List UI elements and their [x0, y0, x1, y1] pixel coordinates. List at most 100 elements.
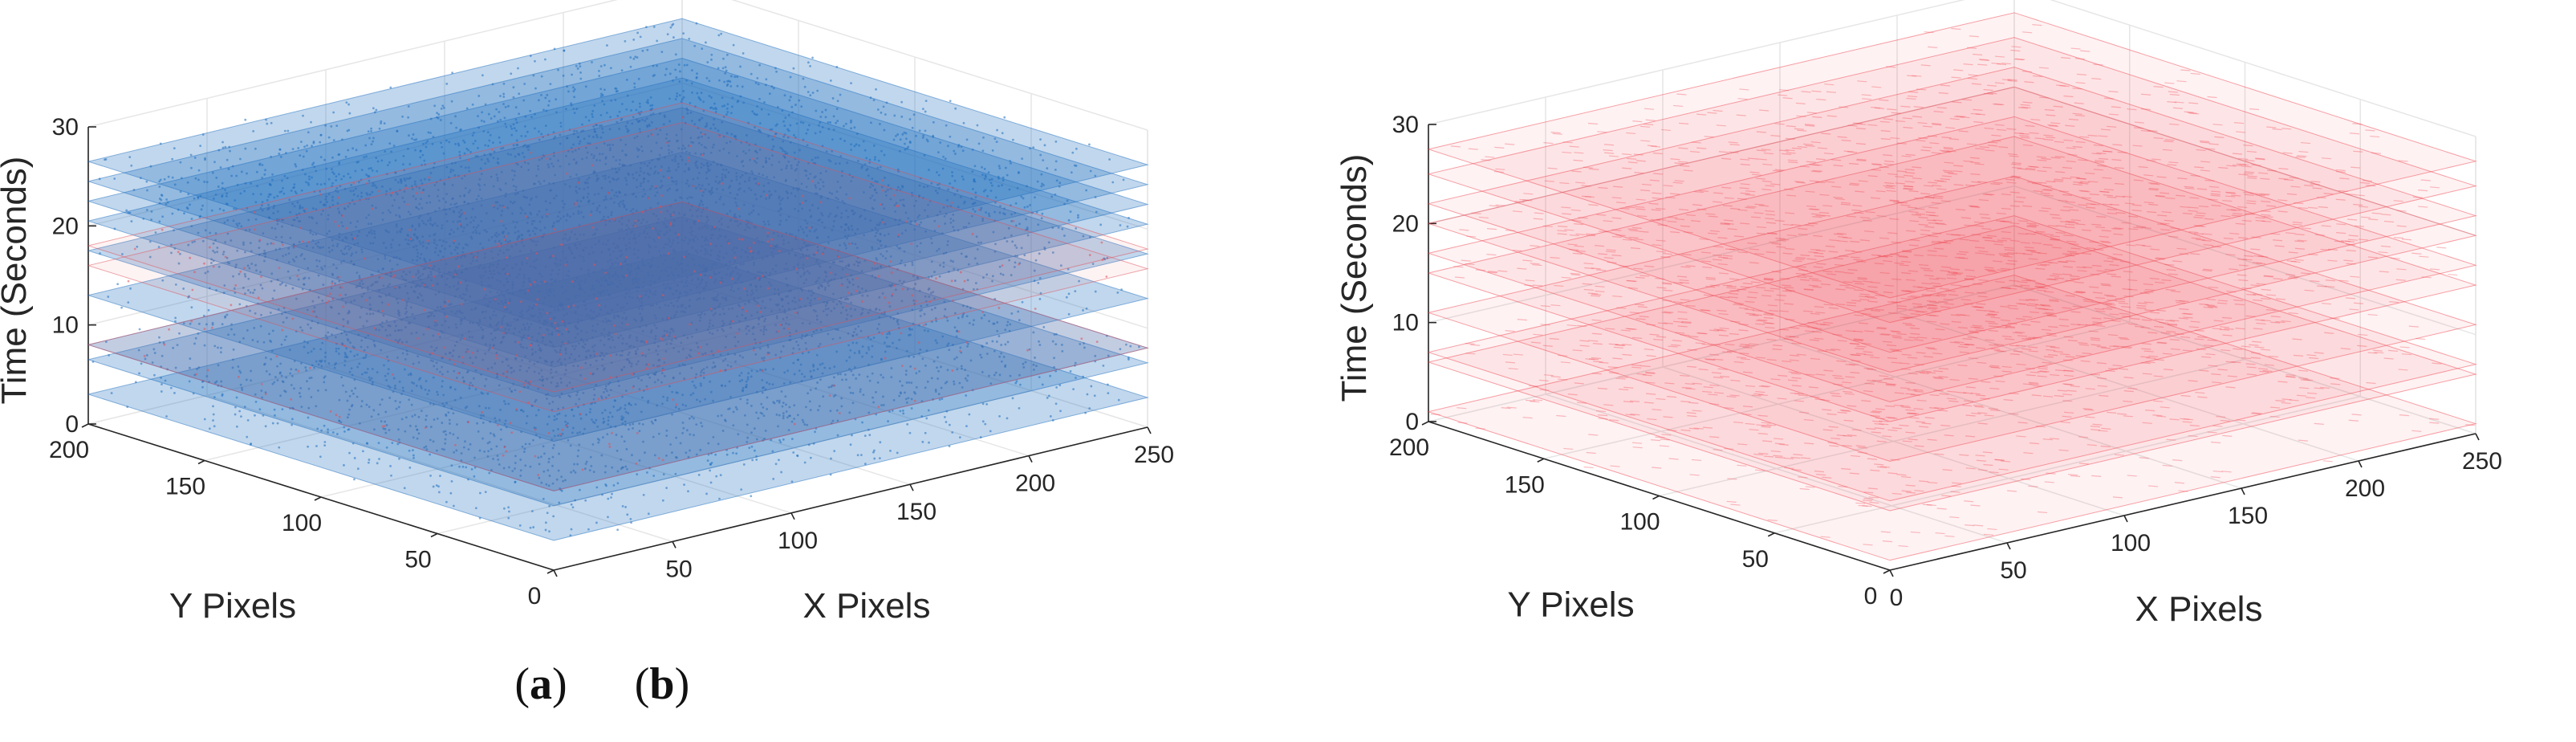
event-point: [1088, 407, 1091, 410]
event-point: [400, 340, 404, 344]
event-point: [746, 441, 749, 443]
event-point: [543, 452, 546, 455]
event-point: [831, 337, 835, 340]
event-point: [208, 427, 211, 430]
event-point: [348, 394, 351, 398]
event-point: [709, 481, 713, 484]
event-point: [814, 430, 816, 434]
event-point: [587, 528, 590, 531]
event-point: [474, 507, 477, 510]
event-point: [607, 334, 611, 337]
event-point: [750, 495, 753, 498]
event-point: [213, 396, 216, 399]
event-point: [1021, 300, 1024, 304]
event-point: [819, 363, 822, 366]
event-point: [250, 379, 253, 382]
event-point: [347, 413, 350, 416]
event-point: [965, 394, 968, 397]
event-point: [429, 475, 432, 477]
event-point: [212, 405, 214, 408]
event-point: [595, 486, 599, 489]
event-point: [456, 310, 459, 313]
event-point: [981, 402, 985, 406]
event-point: [527, 308, 530, 311]
event-point: [307, 387, 311, 390]
event-point: [1046, 397, 1049, 399]
event-point: [822, 395, 825, 398]
event-point: [710, 266, 713, 268]
event-point: [127, 301, 130, 304]
event-point: [1054, 402, 1058, 406]
event-point: [1059, 410, 1062, 413]
event-point: [461, 465, 465, 468]
event-point: [307, 445, 309, 448]
event-point: [270, 357, 273, 361]
event-point: [710, 461, 713, 464]
event-point: [426, 393, 429, 396]
event-point: [548, 504, 551, 508]
event-point: [729, 395, 732, 398]
event-point: [574, 471, 577, 474]
event-point: [810, 294, 813, 297]
event-point: [371, 368, 374, 370]
event-point: [1055, 385, 1058, 389]
event-point: [481, 437, 484, 440]
event-point: [858, 349, 861, 353]
event-point: [771, 383, 774, 385]
event-point: [802, 421, 805, 424]
event-point: [905, 381, 908, 384]
event-point: [315, 445, 318, 447]
event-point: [901, 409, 904, 412]
event-point: [636, 348, 640, 351]
event-point: [657, 432, 660, 435]
event-point: [604, 387, 607, 390]
event-point: [853, 352, 856, 354]
event-point: [1128, 358, 1130, 361]
event-point: [150, 218, 153, 221]
event-point: [550, 364, 553, 367]
event-point: [725, 453, 729, 456]
event-point: [830, 457, 832, 460]
event-point: [740, 488, 743, 491]
event-point: [1090, 385, 1093, 388]
event-point: [174, 320, 177, 323]
event-point: [304, 366, 307, 369]
event-point: [611, 283, 615, 285]
event-point: [856, 454, 859, 457]
event-point: [611, 492, 613, 495]
event-point: [960, 365, 963, 368]
event-point: [872, 449, 876, 452]
event-point: [638, 430, 641, 433]
event-point: [646, 471, 648, 474]
event-point: [408, 398, 410, 402]
event-point: [91, 361, 95, 363]
event-point: [863, 434, 867, 438]
chart-panel-a: 50 100 150 200 250 0 50 100 150 200 0 10 20 30 X Pixel…: [0, 0, 1174, 709]
event-point: [697, 474, 701, 476]
event-point: [559, 351, 561, 354]
event-point: [757, 417, 760, 420]
event-point: [246, 418, 250, 422]
event-point: [715, 475, 718, 478]
event-point: [595, 521, 598, 524]
event-point: [1072, 388, 1075, 390]
event-point: [948, 349, 951, 352]
event-point: [551, 464, 554, 467]
event-point: [408, 449, 411, 452]
event-point: [450, 479, 453, 483]
event-point: [396, 442, 400, 446]
event-point: [735, 452, 738, 455]
event-point: [920, 415, 924, 418]
event-point: [324, 351, 327, 354]
event-point: [450, 464, 453, 467]
event-point: [609, 320, 612, 323]
event-point: [108, 353, 111, 357]
event-point: [708, 325, 711, 328]
event-point: [173, 392, 176, 394]
event-point: [153, 373, 156, 377]
event-point: [654, 335, 657, 338]
event-point: [403, 487, 406, 490]
event-point: [912, 322, 915, 325]
event-point: [611, 415, 614, 418]
event-point: [872, 450, 875, 454]
